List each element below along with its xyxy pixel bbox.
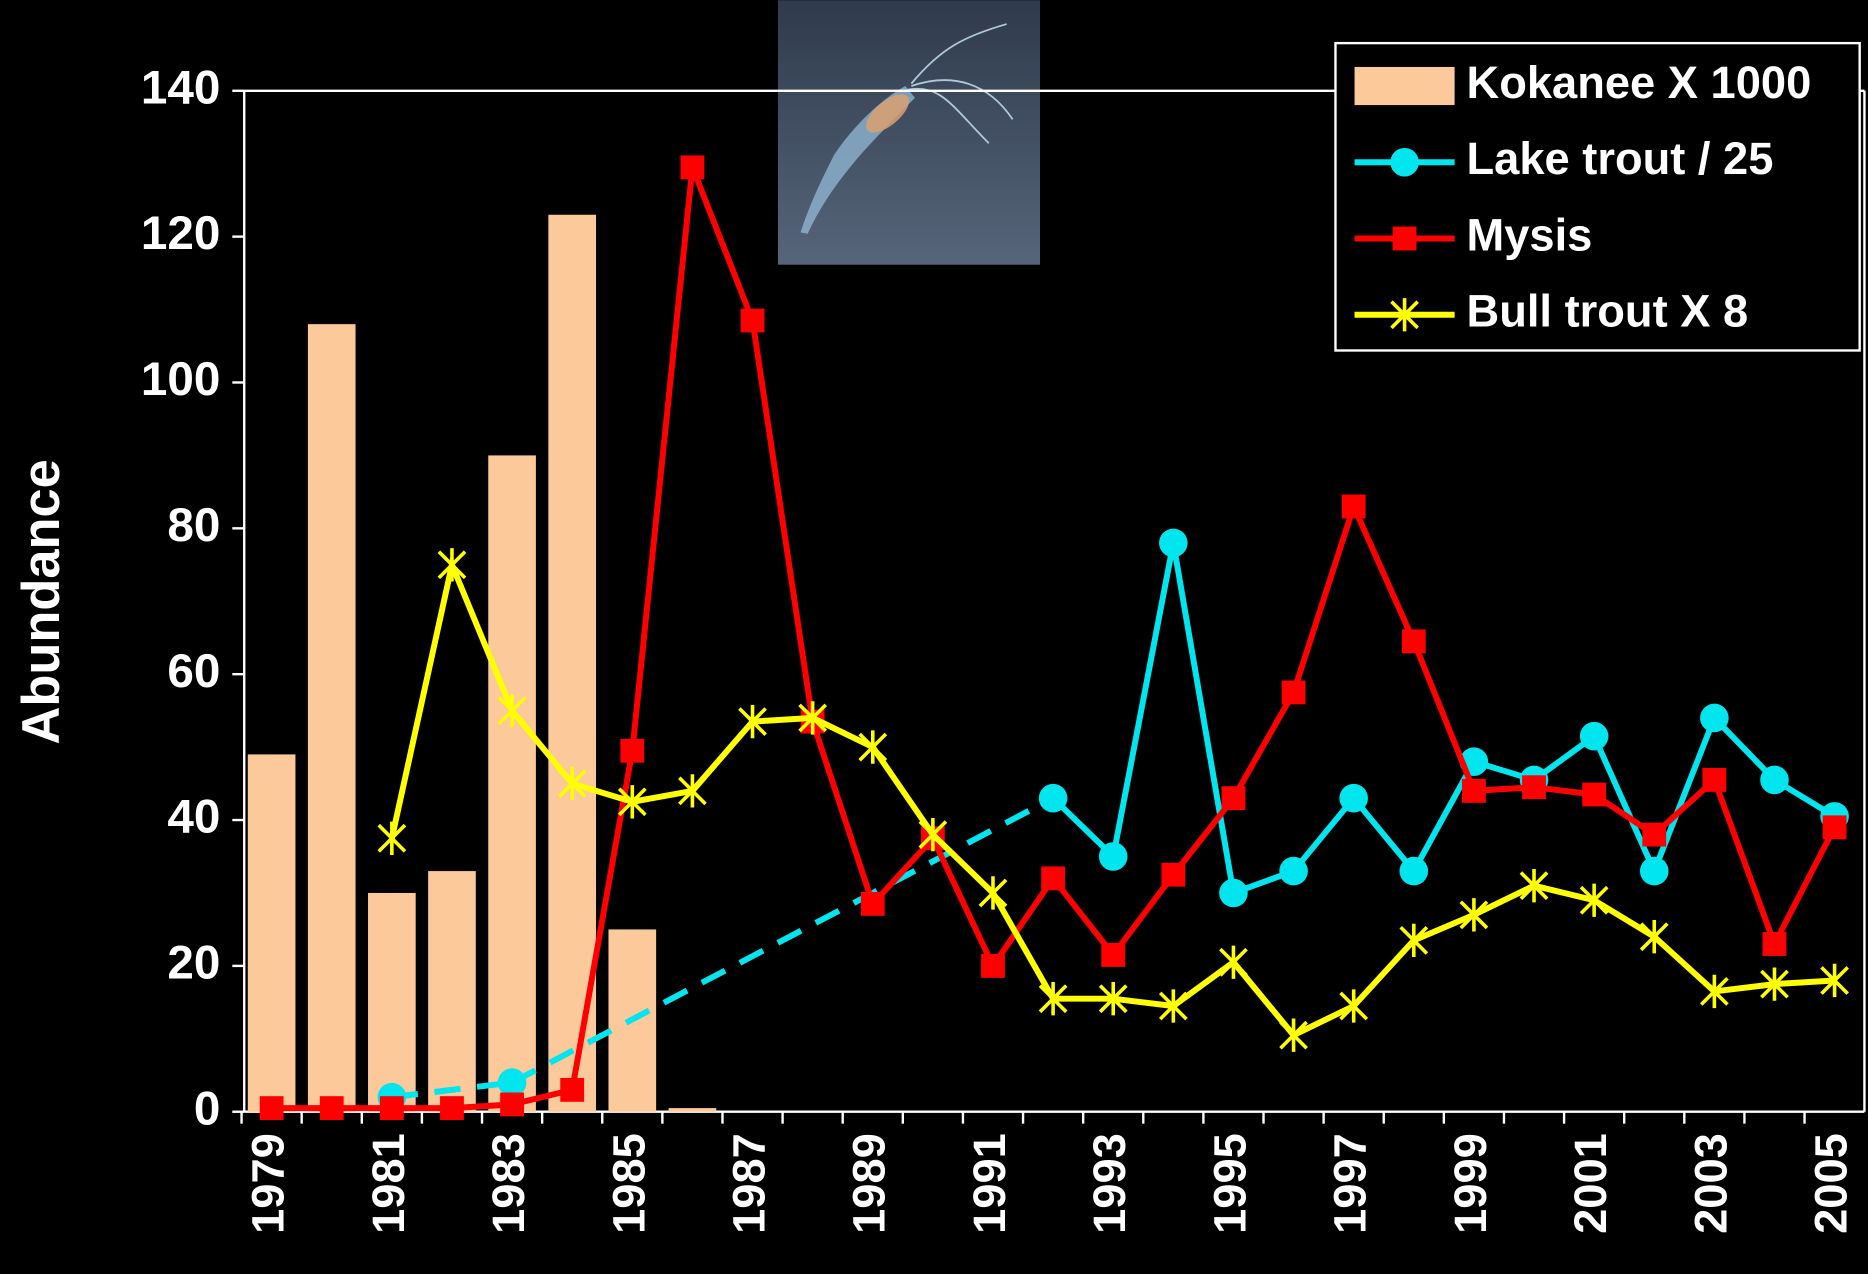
bar [669, 1108, 717, 1112]
bar [308, 324, 356, 1112]
x-tick-label: 1981 [363, 1133, 414, 1234]
x-tick-label: 1989 [844, 1133, 895, 1234]
x-tick-label: 1991 [964, 1133, 1015, 1234]
marker [1522, 775, 1546, 799]
legend-swatch [1355, 67, 1455, 105]
marker [980, 876, 1006, 909]
bar [368, 893, 416, 1112]
marker [1582, 783, 1606, 807]
marker [1339, 784, 1368, 813]
marker [1342, 495, 1366, 519]
marker [260, 1096, 284, 1120]
x-tick-label: 1997 [1325, 1133, 1376, 1234]
x-tick-label: 1983 [483, 1133, 534, 1234]
chart: Abundance 0 20 40 60 80 100 120 140 1979 1981 1983… [0, 0, 1868, 1274]
marker [1279, 857, 1308, 886]
marker [380, 1096, 404, 1120]
marker [1280, 1018, 1306, 1051]
x-tick-label: 1987 [723, 1133, 774, 1234]
x-tick-label: 2003 [1685, 1133, 1736, 1234]
series-3 [379, 548, 1848, 1052]
marker [1399, 857, 1428, 886]
y-tick-label: 100 [141, 353, 221, 406]
bar [428, 871, 476, 1112]
x-tick-label: 2005 [1806, 1133, 1857, 1234]
marker [1041, 866, 1065, 890]
marker [1580, 722, 1609, 751]
x-tick-label: 1985 [603, 1133, 654, 1234]
bar [488, 455, 536, 1111]
y-tick-label: 80 [167, 499, 220, 552]
marker [500, 1093, 524, 1117]
marker [1039, 784, 1068, 813]
marker [379, 822, 405, 855]
marker [1700, 704, 1729, 733]
bar [548, 215, 596, 1112]
x-tick-label: 2001 [1565, 1133, 1616, 1234]
marker [981, 954, 1005, 978]
y-tick-label: 0 [194, 1082, 220, 1135]
marker [1220, 946, 1246, 979]
marker [1161, 863, 1185, 887]
marker [1341, 989, 1367, 1022]
marker [1763, 932, 1787, 956]
marker [1282, 681, 1306, 705]
marker [860, 730, 886, 763]
marker [681, 155, 705, 179]
marker [1402, 629, 1426, 653]
marker [1101, 943, 1125, 967]
marker [1222, 786, 1246, 810]
marker [1099, 842, 1128, 871]
x-tick-label: 1979 [243, 1133, 294, 1234]
x-tick-label: 1995 [1204, 1133, 1255, 1234]
marker [1461, 898, 1487, 931]
marker [560, 1078, 584, 1102]
photo [778, 0, 1040, 264]
legend-label: Bull trout X 8 [1467, 286, 1749, 337]
marker [1390, 148, 1419, 177]
x-tick-label: 1999 [1445, 1133, 1496, 1234]
marker [1640, 857, 1669, 886]
marker [440, 1096, 464, 1120]
legend-label: Kokanee X 1000 [1467, 57, 1812, 108]
x-tick-label: 1993 [1084, 1133, 1135, 1234]
marker [439, 548, 465, 581]
marker [620, 739, 644, 763]
marker [1823, 815, 1847, 839]
y-axis-label: Abundance [13, 459, 71, 744]
y-tick-label: 140 [141, 61, 221, 114]
legend-label: Lake trout / 25 [1467, 133, 1774, 184]
marker [320, 1096, 344, 1120]
bar [248, 754, 296, 1111]
marker [1702, 768, 1726, 792]
marker [1159, 529, 1188, 558]
y-tick-label: 20 [167, 936, 220, 989]
marker [741, 309, 765, 333]
marker [1760, 766, 1789, 795]
marker [1642, 823, 1666, 847]
marker [1401, 924, 1427, 957]
page: {"chart_data": {"type": "bar-line", "y_l… [0, 0, 1868, 1274]
y-tick-label: 60 [167, 645, 220, 698]
marker [1462, 779, 1486, 803]
marker [1393, 227, 1417, 251]
legend-label: Mysis [1467, 209, 1593, 260]
y-tick-label: 120 [141, 207, 221, 260]
y-tick-label: 40 [167, 791, 220, 844]
marker [861, 892, 885, 916]
marker [1219, 879, 1248, 908]
marker [1641, 920, 1667, 953]
